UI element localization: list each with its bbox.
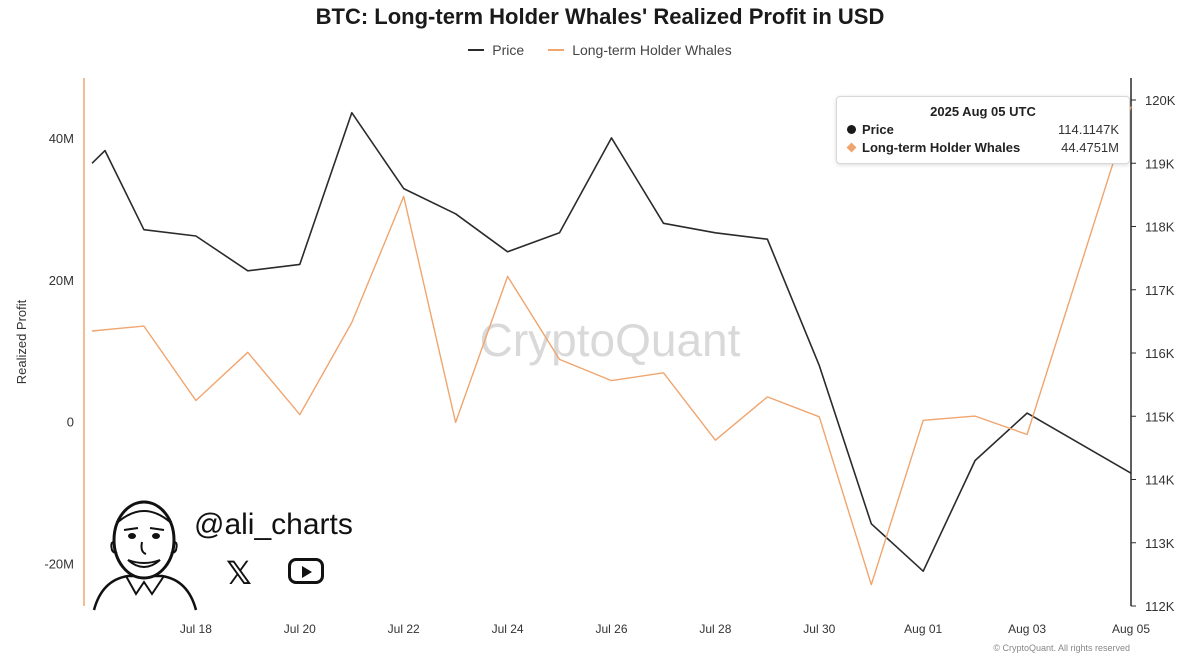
right-tick-label: 116K: [1145, 346, 1175, 361]
right-tick-label: 119K: [1145, 156, 1175, 171]
tooltip-marker-lth-whales: [846, 142, 857, 153]
x-tick-label: Jul 26: [595, 622, 627, 636]
tooltip-date: 2025 Aug 05 UTC: [930, 104, 1036, 119]
x-tick-label: Jul 28: [699, 622, 731, 636]
x-tick-label: Jul 20: [284, 622, 316, 636]
tooltip-value-lth-whales: 44.4751M: [1061, 140, 1119, 155]
tooltip-name-lth-whales: Long-term Holder Whales: [862, 140, 1021, 155]
tooltip-row-price: Price 114.1147K: [837, 122, 1129, 137]
right-tick-label: 115K: [1145, 409, 1175, 424]
tooltip-name-price: Price: [862, 122, 894, 137]
author-handle: @ali_charts: [194, 508, 353, 541]
tooltip-row-lth-whales: Long-term Holder Whales 44.4751M: [837, 140, 1129, 155]
left-tick-label: 40M: [49, 131, 74, 146]
x-tick-label: Jul 30: [803, 622, 835, 636]
legend-label-lth-whales: Long-term Holder Whales: [572, 42, 732, 58]
legend: Price Long-term Holder Whales: [0, 42, 1200, 58]
left-tick-label: 0: [67, 415, 74, 430]
chart-title: BTC: Long-term Holder Whales' Realized P…: [315, 4, 885, 29]
right-tick-label: 120K: [1145, 93, 1176, 108]
price-series-line: [91, 111, 1132, 572]
lth-whales-series-line: [91, 106, 1132, 586]
right-tick-label: 113K: [1145, 536, 1175, 551]
legend-swatch-price: [468, 49, 485, 51]
tooltip-marker-price: [847, 125, 856, 134]
legend-item-lth-whales[interactable]: Long-term Holder Whales: [548, 42, 732, 58]
x-tick-label: Aug 05: [1112, 622, 1150, 636]
legend-swatch-lth-whales: [548, 49, 565, 51]
tooltip-value-price: 114.1147K: [1058, 122, 1119, 137]
right-tick-label: 112K: [1145, 599, 1175, 614]
author-avatar: [92, 500, 198, 611]
legend-label-price: Price: [492, 42, 525, 58]
legend-item-price[interactable]: Price: [468, 42, 524, 58]
copyright-text: © CryptoQuant. All rights reserved: [993, 643, 1130, 653]
right-tick-label: 118K: [1145, 220, 1175, 235]
y-axis-label: Realized Profit: [14, 299, 29, 384]
youtube-icon: [288, 558, 324, 584]
x-tick-label: Aug 01: [904, 622, 942, 636]
x-logo-icon: 𝕏: [226, 555, 252, 591]
x-tick-label: Jul 24: [492, 622, 524, 636]
x-tick-label: Jul 22: [388, 622, 420, 636]
x-tick-label: Jul 18: [180, 622, 212, 636]
left-tick-label: 20M: [49, 273, 74, 288]
watermark-text: CryptoQuant: [480, 314, 741, 366]
left-tick-label: -20M: [44, 556, 74, 571]
right-tick-label: 117K: [1145, 283, 1175, 298]
right-tick-label: 114K: [1145, 473, 1175, 488]
hover-tooltip: 2025 Aug 05 UTC Price 114.1147K Long-ter…: [836, 96, 1130, 164]
x-tick-label: Aug 03: [1008, 622, 1046, 636]
